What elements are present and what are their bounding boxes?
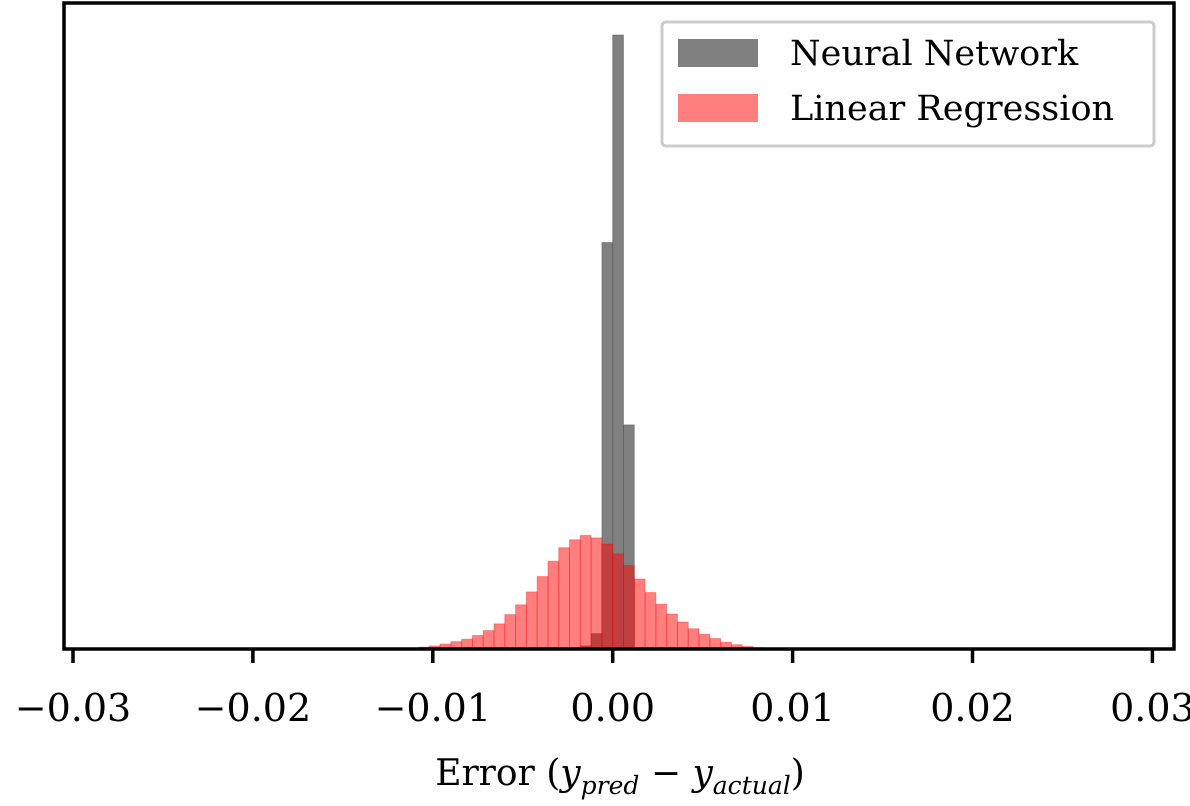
bar-linear-regression-6 [482,630,495,650]
bar-linear-regression-25 [687,628,700,650]
bar-linear-regression-21 [644,592,657,650]
bar-linear-regression-11 [536,576,549,650]
bar-linear-regression-5 [471,634,484,650]
x-tick-label-1: −0.02 [195,686,311,730]
bar-linear-regression-14 [569,539,581,650]
bar-linear-regression-23 [666,613,678,650]
legend-box [660,20,1156,148]
bar-linear-regression-20 [633,578,646,650]
bar-linear-regression-16 [590,537,603,650]
bar-linear-regression-15 [579,534,592,650]
x-tick-label-4: 0.01 [750,686,835,730]
x-tick-label-2: −0.01 [375,686,491,730]
x-tick-label-0: −0.03 [15,686,131,730]
legend-swatch-linear-regression [678,94,758,122]
bars-layer [417,34,765,650]
bar-linear-regression-12 [547,560,560,650]
legend-swatch-neural-network [678,39,758,67]
legend: Neural Network Linear Regression [660,20,1156,148]
bar-linear-regression-7 [493,623,506,650]
bar-linear-regression-10 [525,591,538,650]
bar-linear-regression-19 [623,565,635,650]
bar-linear-regression-26 [698,633,711,650]
x-tick-label-5: 0.02 [930,686,1015,730]
legend-label-linear-regression: Linear Regression [790,89,1114,129]
x-tick-label-3: 0.00 [570,686,655,730]
bar-linear-regression-13 [558,547,571,650]
bar-linear-regression-17 [601,543,614,650]
bar-linear-regression-8 [504,614,517,650]
x-tick-label-6: 0.03 [1110,686,1190,730]
bar-linear-regression-24 [676,621,689,650]
x-axis-label: Error (ypred − yactual) [435,753,805,800]
plot-frame [62,1,1176,651]
bar-linear-regression-9 [515,604,527,650]
bar-linear-regression-18 [612,553,624,650]
x-axis: −0.03 −0.02 −0.01 0.00 0.01 0.02 0.03 [15,649,1190,730]
legend-label-neural-network: Neural Network [790,34,1079,74]
bar-linear-regression-22 [655,603,668,650]
